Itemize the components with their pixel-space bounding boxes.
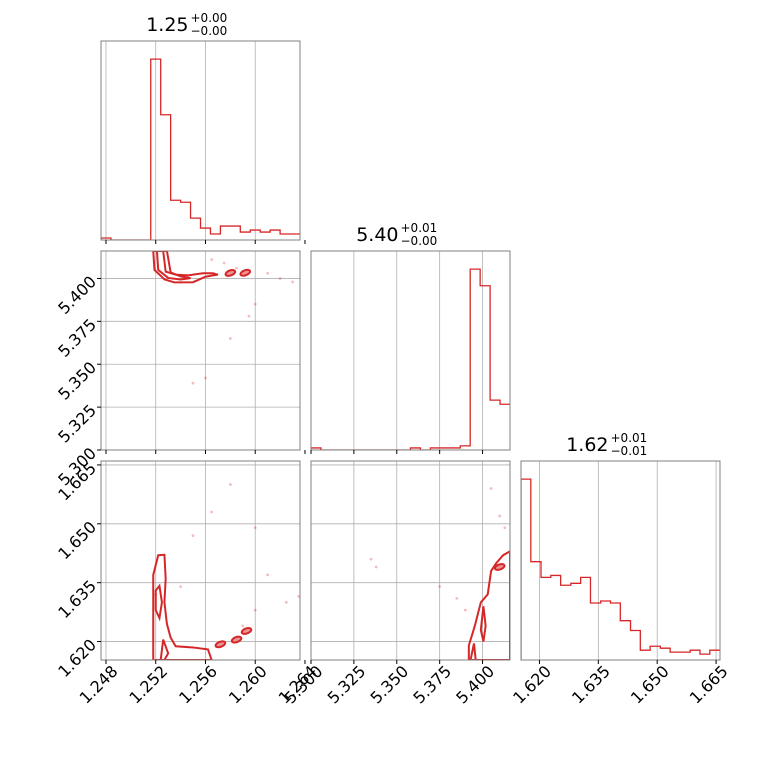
title-minus: −0.01 — [611, 444, 648, 458]
x-tick-label: 1.665 — [686, 662, 732, 708]
contour-island — [230, 635, 243, 644]
sample-point — [228, 483, 232, 486]
y-tick-label: 5.375 — [54, 315, 100, 361]
contour-island — [224, 269, 237, 277]
histogram-line — [101, 58, 300, 240]
y-tick-label: 5.400 — [54, 272, 100, 318]
title-value: 1.25 — [146, 14, 188, 36]
y-tick-label: 1.620 — [54, 635, 100, 681]
y-tick-label: 1.635 — [54, 576, 100, 622]
title-value: 5.40 — [356, 224, 398, 246]
sample-point — [241, 624, 245, 628]
x-tick-label: 1.635 — [568, 662, 614, 708]
panel-plot-area — [101, 251, 300, 450]
panel-frame — [520, 460, 721, 661]
panel-1-1 — [310, 250, 511, 454]
sample-point — [235, 266, 238, 270]
panel-frame — [310, 460, 511, 661]
x-tick-label: 1.252 — [125, 662, 171, 708]
x-tick-label: 1.650 — [627, 662, 673, 708]
x-tick-label: 1.620 — [509, 662, 555, 708]
sample-point — [266, 271, 270, 275]
title-plus: +0.01 — [401, 221, 438, 235]
histogram-line — [521, 478, 720, 660]
sample-point — [266, 573, 270, 577]
panel-2-0 — [97, 460, 306, 664]
x-tick-label: 5.325 — [324, 662, 370, 708]
title-value: 1.62 — [566, 434, 608, 456]
panel-2-1 — [310, 460, 511, 664]
histogram-line — [311, 268, 510, 450]
sample-point — [489, 487, 493, 490]
sample-point — [191, 534, 195, 537]
sample-point — [291, 280, 294, 284]
param-title-2: 1.62 +0.01−0.01 — [566, 431, 647, 458]
sample-point — [253, 608, 257, 612]
sample-point — [210, 510, 214, 514]
title-minus: −0.00 — [191, 24, 228, 38]
sample-point — [297, 595, 300, 598]
title-minus: −0.00 — [401, 234, 438, 248]
x-tick-label: 5.375 — [409, 662, 455, 708]
contour-island — [239, 268, 252, 277]
panel-frame — [100, 250, 301, 451]
sample-point — [455, 596, 459, 600]
sample-point — [204, 376, 207, 380]
panel-2-2 — [520, 460, 721, 664]
panel-plot-area — [521, 461, 720, 660]
param-title-1: 5.40 +0.01−0.00 — [356, 221, 437, 248]
x-tick-label: 1.248 — [76, 662, 122, 708]
contour-outer — [467, 550, 510, 660]
y-tick-label: 5.325 — [54, 401, 100, 447]
sample-point — [284, 600, 288, 604]
x-tick-label: 5.350 — [367, 662, 413, 708]
sample-point — [210, 258, 214, 261]
panel-plot-area — [311, 461, 510, 660]
panel-plot-area — [101, 461, 300, 660]
title-plus: +0.00 — [191, 11, 228, 25]
contour-island — [214, 640, 227, 649]
x-tick-label: 1.256 — [175, 662, 221, 708]
contour-outer — [152, 251, 219, 284]
panel-1-0 — [97, 250, 306, 454]
x-tick-label: 1.260 — [225, 662, 271, 708]
sample-point — [463, 608, 467, 612]
sample-point — [374, 565, 378, 569]
sample-point — [191, 381, 195, 385]
sample-point — [253, 302, 257, 306]
y-tick-label: 1.650 — [54, 517, 100, 563]
sample-point — [228, 337, 232, 340]
sample-point — [438, 585, 442, 589]
panel-frame — [310, 250, 511, 451]
sample-point — [278, 277, 282, 280]
contour-inner — [479, 606, 487, 642]
sample-point — [503, 526, 507, 530]
y-tick-label: 5.350 — [54, 358, 100, 404]
contour-island — [493, 563, 506, 571]
contour-inner — [154, 583, 163, 622]
param-title-0: 1.25 +0.00−0.00 — [146, 11, 227, 38]
panel-frame — [100, 460, 301, 661]
contour-inner — [469, 643, 477, 660]
sample-point — [222, 261, 226, 265]
contour-inner — [159, 639, 170, 660]
panel-frame — [100, 40, 301, 241]
x-tick-label: 5.400 — [452, 662, 498, 708]
sample-point — [179, 585, 183, 589]
panel-plot-area — [311, 251, 510, 450]
sample-point — [253, 526, 257, 530]
contour-outer — [152, 553, 213, 660]
sample-point — [498, 514, 502, 518]
sample-point — [247, 314, 251, 318]
contour-island — [240, 627, 253, 635]
panel-plot-area — [101, 41, 300, 240]
contour-inner — [155, 251, 191, 281]
title-plus: +0.01 — [611, 431, 648, 445]
panel-0-0 — [100, 40, 306, 244]
sample-point — [369, 557, 373, 561]
